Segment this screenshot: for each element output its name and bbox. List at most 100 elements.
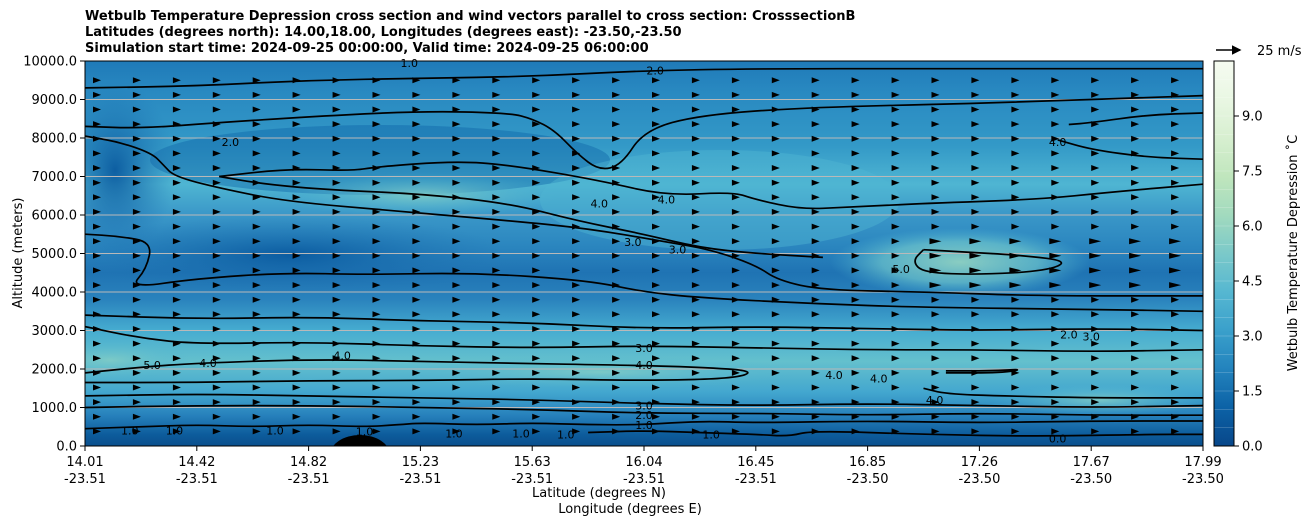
wind-arrow-icon [492, 179, 501, 186]
wind-arrow-icon [891, 194, 900, 201]
wind-arrow-icon [1171, 326, 1180, 332]
contour-label: 2.0 [1060, 328, 1078, 341]
wind-arrow-icon [172, 194, 181, 201]
wind-arrow-icon [851, 267, 860, 274]
wind-arrow-icon [612, 296, 621, 303]
wind-arrow-icon [212, 208, 221, 215]
wind-arrow-icon [1051, 165, 1060, 171]
wind-arrow-icon [252, 282, 261, 289]
wind-arrow-icon [971, 296, 980, 303]
wind-arrow-icon [1091, 326, 1100, 332]
wind-arrow-icon [452, 282, 461, 289]
contour-label: 5.0 [143, 359, 161, 372]
wind-arrow-icon [931, 165, 940, 171]
wind-arrow-icon [971, 165, 980, 171]
wind-arrow-icon [1011, 399, 1020, 406]
wind-arrow-icon [372, 282, 381, 289]
wind-arrow-icon [572, 252, 581, 259]
wind-arrow-icon [931, 223, 940, 230]
wind-arrow-icon [851, 340, 860, 347]
colorbar: 0.0 1.5 3.0 4.5 6.0 7.5 9.0 Wetbulb Temperatur… [1213, 60, 1301, 455]
wind-arrow-icon [292, 223, 301, 230]
wind-arrow-icon [691, 340, 700, 347]
wind-arrow-icon [452, 208, 461, 215]
wind-arrow-icon [412, 340, 421, 347]
wind-arrow-icon [1011, 106, 1020, 113]
wind-arrow-icon [931, 355, 940, 362]
wind-arrow-icon [572, 106, 581, 113]
wind-arrow-icon [252, 399, 261, 406]
wind-arrow-icon [931, 121, 940, 128]
contour-label: 2.0 [646, 65, 664, 78]
wind-arrow-icon [612, 428, 621, 435]
wind-arrow-icon [891, 340, 900, 347]
wind-arrow-icon [332, 179, 341, 186]
wind-arrow-icon [811, 194, 820, 201]
wind-arrow-icon [1171, 355, 1180, 362]
wind-arrow-icon [292, 165, 301, 171]
wind-arrow-icon [891, 428, 900, 435]
wind-arrow-icon [93, 238, 101, 245]
wind-arrow-icon [492, 340, 501, 347]
wind-arrow-icon [691, 121, 700, 128]
wind-arrow-icon [1129, 282, 1142, 289]
x-tick-label-longitude: -23.51 [511, 472, 553, 487]
wind-arrow-icon [93, 179, 101, 186]
wind-arrow-icon [292, 179, 301, 186]
wind-arrow-icon [1091, 369, 1100, 376]
wind-arrow-icon [731, 208, 740, 215]
wind-arrow-icon [93, 428, 101, 435]
wind-arrow-icon [212, 311, 221, 318]
contour-lines [85, 67, 1203, 437]
wind-arrow-icon [731, 413, 740, 420]
wind-arrow-icon [172, 135, 181, 142]
wind-arrow-icon [212, 267, 221, 274]
wind-arrow-icon [969, 282, 982, 289]
wind-arrow-icon [452, 311, 461, 318]
wind-arrow-icon [691, 413, 700, 420]
wind-arrow-icon [851, 369, 860, 376]
wind-arrow-icon [1131, 91, 1140, 98]
wind-arrow-icon [652, 208, 660, 215]
wind-arrow-icon [212, 135, 221, 142]
contour-line [219, 161, 1203, 210]
wind-arrow-icon [332, 150, 341, 157]
wind-arrow-icon [93, 165, 101, 171]
contour-label: 1.0 [557, 428, 575, 441]
wind-arrow-icon [612, 267, 621, 274]
wind-arrow-icon [652, 238, 660, 245]
wind-arrow-icon [771, 296, 780, 303]
wind-arrow-icon [572, 179, 581, 186]
wind-arrow-icon [851, 252, 860, 259]
contour-label: 0.0 [1049, 432, 1067, 445]
wind-arrow-icon [412, 399, 421, 406]
wind-arrow-icon [652, 179, 660, 186]
wind-arrow-icon [731, 91, 740, 98]
wind-arrow-icon [1009, 282, 1022, 289]
wind-arrow-icon [811, 413, 820, 420]
wind-arrow-icon [172, 150, 181, 157]
wind-arrow-icon [811, 326, 820, 332]
wind-arrow-icon [172, 399, 181, 406]
wind-arrow-icon [971, 194, 980, 201]
wind-arrow-icon [372, 369, 381, 376]
wind-arrow-icon [252, 150, 261, 157]
wind-arrow-icon [412, 384, 421, 391]
contour-label: 4.0 [635, 359, 653, 372]
wind-arrow-icon [452, 399, 461, 406]
wind-arrow-icon [771, 121, 780, 128]
wind-arrow-icon [851, 282, 860, 289]
wind-arrow-icon [93, 282, 101, 289]
wind-arrow-icon [851, 77, 860, 84]
wind-arrow-icon [292, 77, 301, 84]
wind-arrow-icon [851, 121, 860, 128]
wind-arrow-icon [1131, 208, 1140, 215]
wind-arrow-icon [292, 282, 301, 289]
wind-arrow-icon [652, 399, 660, 406]
wind-arrow-icon [691, 296, 700, 303]
contour-label: 1.0 [635, 419, 653, 432]
wind-arrow-icon [372, 135, 381, 142]
wind-arrow-icon [691, 355, 700, 362]
wind-arrow-icon [891, 238, 900, 245]
wind-arrow-icon [1089, 238, 1102, 245]
